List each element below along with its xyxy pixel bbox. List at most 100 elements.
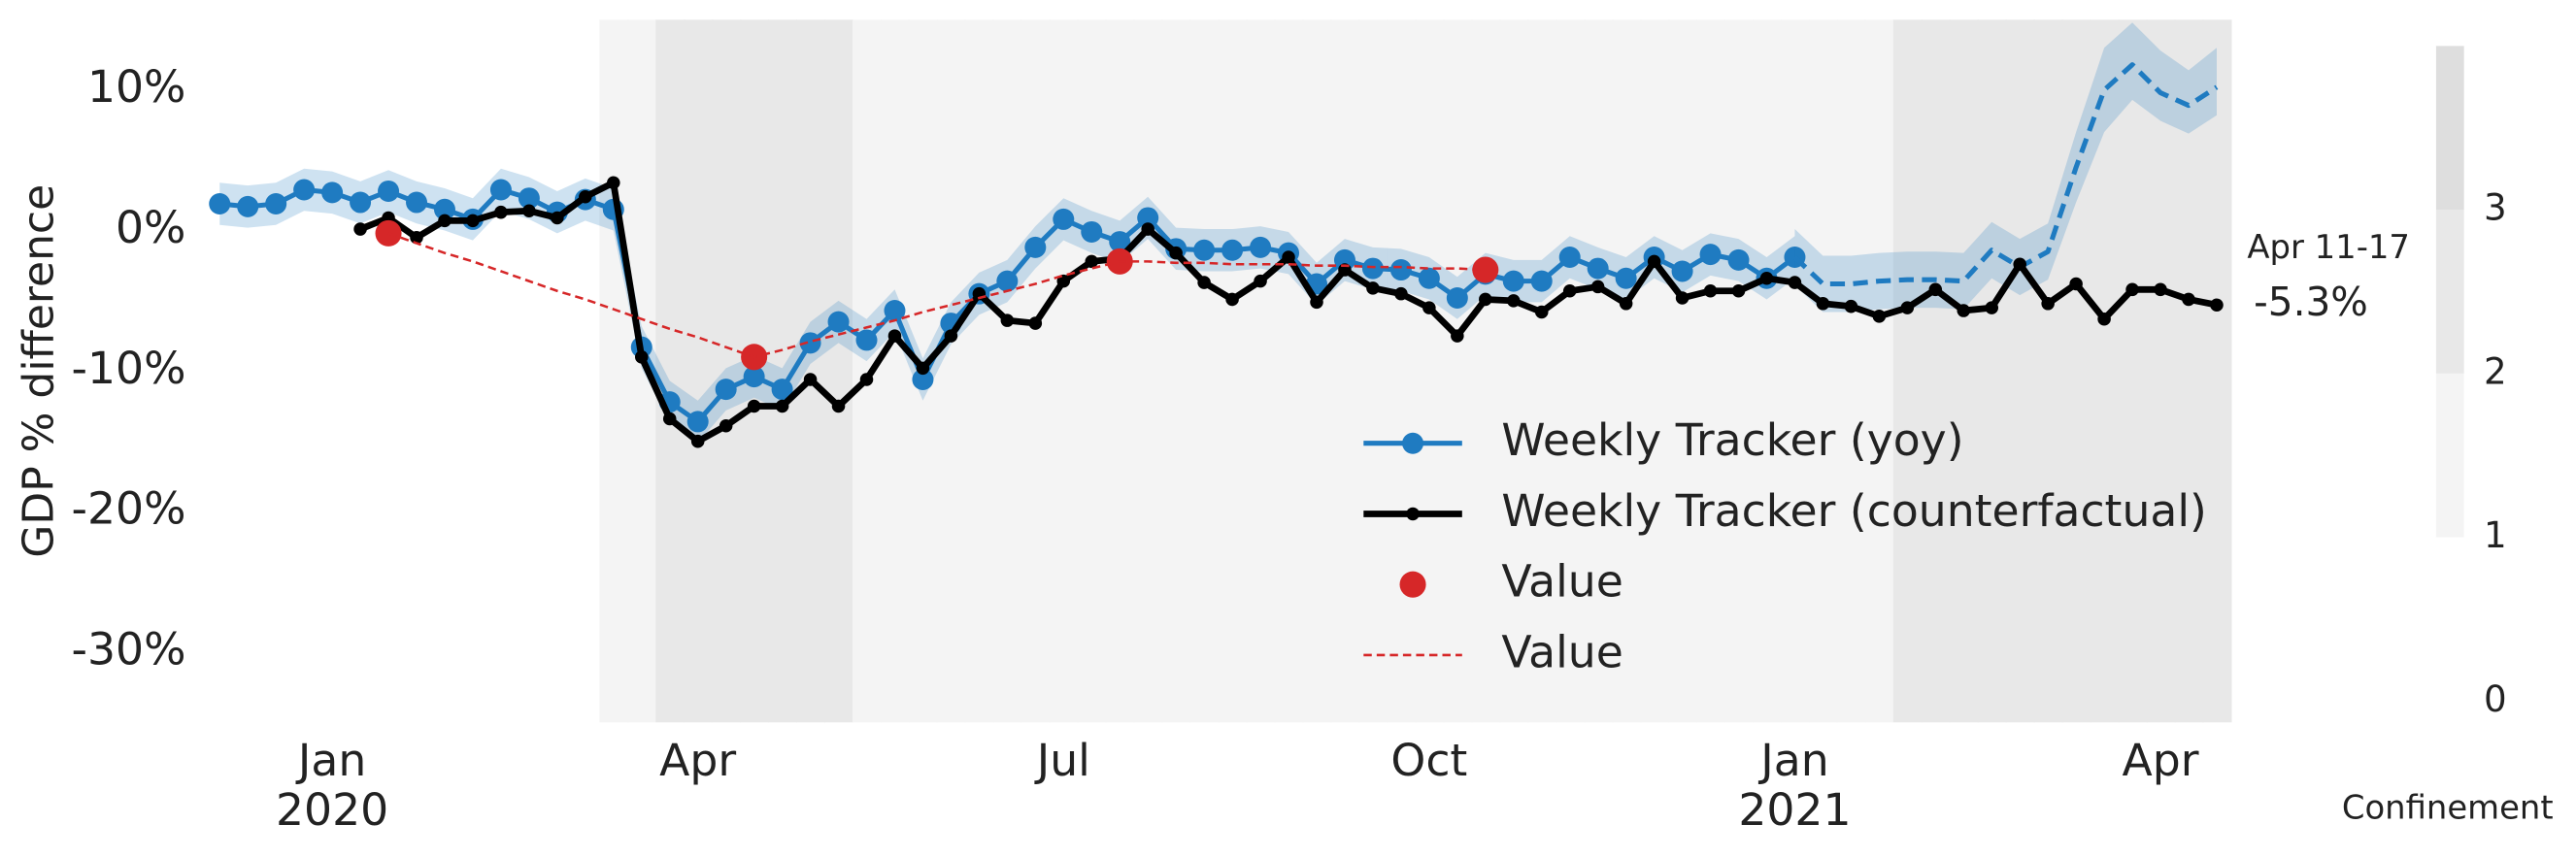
series-marker [1502, 270, 1524, 292]
series-marker [686, 411, 709, 433]
confinement-span [1161, 19, 1191, 723]
series-marker [1788, 276, 1802, 289]
series-marker [1816, 297, 1830, 311]
series-marker [1389, 259, 1412, 281]
series-marker [522, 204, 536, 217]
confinement-span [2033, 19, 2063, 723]
series-marker [1699, 244, 1722, 266]
series-marker [1558, 247, 1581, 269]
series-marker [662, 412, 677, 426]
colorbar-tick-label: 1 [2484, 513, 2507, 556]
series-marker [1366, 281, 1380, 295]
series-marker [916, 361, 930, 376]
confinement-span [1133, 19, 1163, 723]
confinement-span [1640, 19, 1670, 723]
y-tick-label: 0% [116, 202, 185, 253]
series-marker [887, 329, 902, 343]
series-marker [1619, 297, 1633, 311]
confinement-span [1189, 19, 1220, 723]
series-marker [2013, 257, 2026, 272]
series-marker [1000, 313, 1015, 327]
y-axis-label: GDP % difference [15, 184, 64, 558]
confinement-span [1527, 19, 1557, 723]
confinement-span [1696, 19, 1726, 723]
x-year-label: 2021 [1738, 784, 1851, 836]
confinement-span [1330, 19, 1360, 723]
series-marker [1361, 257, 1384, 280]
confinement-span [655, 19, 686, 723]
series-marker [803, 373, 818, 386]
legend-label: Value [1501, 556, 1623, 608]
series-marker [1197, 276, 1211, 289]
series-marker [831, 399, 846, 413]
confinement-span [824, 19, 854, 723]
confinement-span [853, 19, 883, 723]
series-marker [1479, 292, 1492, 307]
series-marker [884, 300, 906, 322]
series-marker [1957, 304, 1971, 317]
series-marker [518, 187, 540, 210]
confinement-span [684, 19, 714, 723]
series-marker [1418, 267, 1440, 289]
series-marker [209, 192, 231, 214]
series-marker [1394, 286, 1408, 301]
series-marker [607, 176, 620, 190]
series-marker [2097, 312, 2111, 326]
series-marker [1310, 295, 1323, 310]
confinement-span [1020, 19, 1051, 723]
x-tick-label: Jul [1034, 735, 1090, 786]
series-marker [1507, 294, 1521, 308]
confinement-span [1218, 19, 1248, 723]
series-marker [293, 179, 316, 201]
x-tick-label: Oct [1390, 735, 1467, 786]
legend-marker [1402, 432, 1424, 454]
legend-label: Value [1501, 626, 1623, 677]
colorbar-label: Confinement [2342, 788, 2554, 826]
series-marker [1250, 236, 1272, 258]
y-tick-label: -20% [72, 483, 186, 535]
confinement-span [1443, 19, 1473, 723]
confinement-span [1246, 19, 1276, 723]
series-marker [690, 434, 705, 448]
series-marker [1534, 305, 1549, 319]
confinement-span [1499, 19, 1529, 723]
series-marker [1085, 254, 1099, 269]
series-marker [996, 270, 1019, 292]
series-marker [2069, 277, 2083, 291]
series-marker [1647, 254, 1661, 269]
series-marker [1169, 246, 1183, 260]
confinement-span [1302, 19, 1332, 723]
confinement-span [992, 19, 1022, 723]
y-tick-label: 10% [87, 61, 185, 113]
series-marker [1028, 316, 1043, 330]
series-marker [855, 329, 878, 351]
annotation: Apr 11-17 [2247, 228, 2410, 266]
series-marker [743, 366, 765, 388]
series-marker [1422, 301, 1436, 314]
series-marker [1472, 256, 1499, 283]
series-marker [1759, 271, 1774, 285]
series-marker [1081, 220, 1103, 243]
series-marker [1703, 283, 1718, 298]
confinement-span [1724, 19, 1755, 723]
legend-marker [1399, 571, 1426, 598]
confinement-span [1556, 19, 1586, 723]
series-marker [2125, 282, 2139, 297]
series-marker [1590, 280, 1605, 294]
colorbar-tick-label: 0 [2484, 677, 2507, 720]
series-marker [1900, 301, 1915, 314]
series-marker [1056, 274, 1071, 288]
series-marker [2041, 297, 2055, 311]
x-tick-label: Apr [2123, 735, 2199, 786]
confinement-span [1921, 19, 1951, 723]
series-line [1792, 62, 2219, 287]
confinement-span [1612, 19, 1642, 723]
confinement-span [1977, 19, 2007, 723]
colorbar-tick-label: 2 [2484, 349, 2507, 392]
confinement-span [2174, 19, 2204, 723]
series-marker [321, 181, 344, 204]
series-marker [1727, 248, 1750, 271]
series-marker [1225, 292, 1239, 307]
